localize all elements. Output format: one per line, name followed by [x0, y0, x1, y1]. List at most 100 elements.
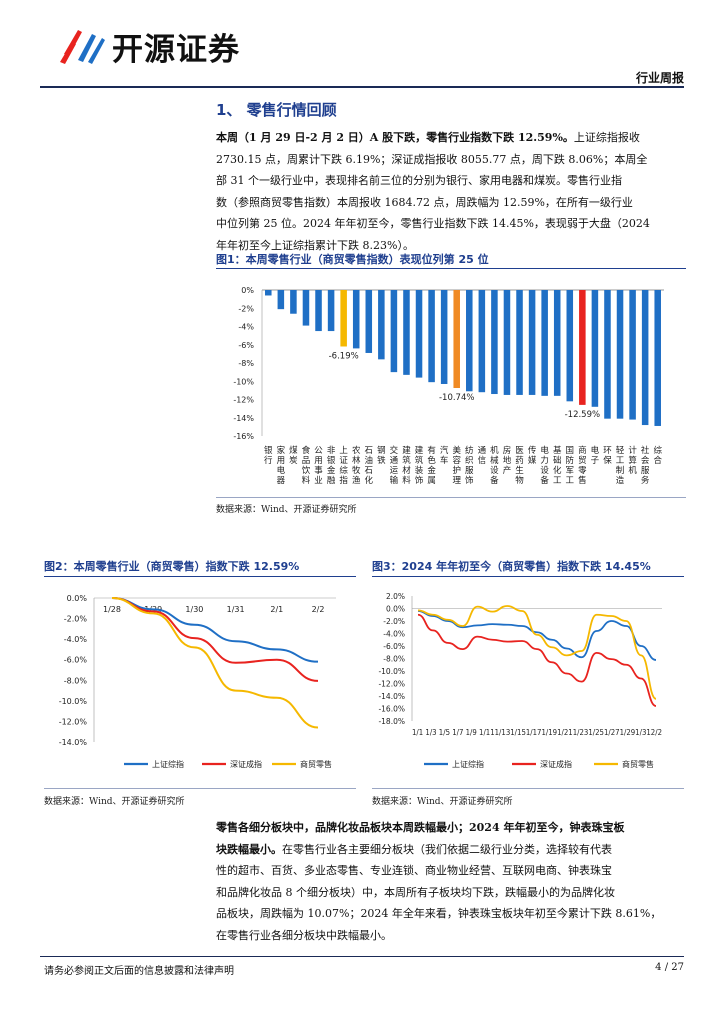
fig1-category-label: 食 [302, 445, 311, 456]
fig2-title: 图2：本周零售行业（商贸零售）指数下跌 12.59% [44, 560, 300, 573]
fig1-category-label: 环 [603, 446, 612, 456]
fig1-category-label: 属 [427, 476, 436, 486]
fig1-category-label: 通 [478, 445, 487, 456]
fig1-y-tick-label: -12% [233, 396, 254, 405]
footer-disclaimer: 请务必参阅正文后面的信息披露和法律声明 [44, 966, 234, 977]
fig1-category-label: 事 [314, 465, 323, 476]
fig1-category-label: 饰 [465, 475, 474, 486]
fig1-category-label: 防 [566, 455, 575, 466]
fig1-category-label: 保 [603, 455, 612, 466]
fig1-category-label: 械 [490, 455, 499, 466]
fig1-category-label: 色 [427, 455, 436, 466]
fig1-category-label: 化 [365, 475, 374, 486]
fig2-legend-label: 商贸零售 [300, 759, 332, 769]
fig3-y-tick-label: -12.0% [378, 680, 405, 689]
fig1-data-label: -12.59% [565, 410, 600, 420]
fig3-rule-bottom [372, 788, 684, 789]
fig1-category-label: 药 [515, 455, 524, 466]
fig1-y-tick-label: -4% [238, 323, 254, 332]
fig2-rule-bottom [44, 788, 356, 789]
fig1-bar [352, 290, 360, 349]
fig1-bar [516, 290, 523, 395]
fig1-category-label: 电 [591, 445, 600, 456]
para2-bold-line1: 零售各细分板块中，品牌化妆品板块本周跌幅最小；2024 年年初至今，钟表珠宝板 [216, 817, 686, 839]
fig1-bar [604, 290, 611, 419]
fig1-bar [478, 290, 486, 393]
fig3-rule-top [372, 576, 684, 577]
fig1-source: 数据来源：Wind、开源证券研究所 [216, 505, 357, 515]
fig3-y-tick-label: -10.0% [378, 667, 405, 676]
fig1-category-label: 理 [452, 476, 461, 486]
fig1-category-label: 算 [628, 455, 637, 466]
fig1-category-label: 用 [314, 456, 323, 466]
fig1-y-tick-label: -8% [238, 359, 254, 368]
fig1-data-label: -6.19% [329, 351, 359, 361]
para1-line: 中位列第 25 位。2024 年年初至今，零售行业指数下跌 14.45%，表现弱… [216, 217, 650, 230]
fig1-category-label: 银 [264, 445, 273, 456]
fig1-category-label: 服 [465, 466, 474, 476]
fig1-category-label: 备 [490, 475, 499, 486]
fig1-category-label: 础 [553, 455, 562, 466]
fig2-series-line [111, 597, 319, 663]
fig1-category-label: 证 [339, 456, 348, 466]
fig2-y-tick-label: -10.0% [59, 697, 88, 706]
fig1-y-tick-label: -10% [233, 377, 254, 386]
fig3-source: 数据来源：Wind、开源证券研究所 [372, 797, 513, 807]
fig1-bar [654, 290, 661, 426]
fig1-bar [340, 290, 347, 347]
fig2-line-chart: 0.0% -2.0% -4.0% -6.0% -8.0% -10.0% -12.0% -14.… [59, 594, 336, 769]
fig2-y-tick-label: -14.0% [59, 738, 88, 747]
fig2-y-tick-label: -2.0% [64, 615, 88, 624]
fig3-y-tick-label: -14.0% [378, 692, 405, 701]
fig1-category-label: 机 [490, 445, 499, 456]
fig1-category-label: 传 [528, 445, 537, 456]
fig1-category-label: 设 [490, 465, 499, 476]
fig1-category-label: 综 [653, 445, 662, 456]
fig2-rule-top [44, 576, 356, 577]
fig1-bar [440, 290, 448, 384]
fig1-bar [302, 290, 310, 326]
fig1-category-label: 汽 [440, 445, 449, 456]
fig1-category-label: 材 [402, 465, 411, 476]
fig1-category-label: 务 [641, 475, 650, 486]
fig1-category-label: 饰 [415, 475, 424, 486]
fig1-category-label: 建 [402, 445, 411, 456]
fig1-category-label: 业 [314, 475, 323, 486]
fig1-category-label: 料 [402, 475, 411, 486]
fig1-category-label: 筑 [415, 455, 424, 466]
fig1-category-label: 非 [327, 445, 336, 456]
para2-bold-text: 块跌幅最小。 [216, 842, 282, 856]
fig1-y-tick-label: -2% [238, 304, 254, 313]
fig1-category-label: 家 [277, 445, 286, 456]
fig3-y-tick-label: -4.0% [383, 630, 405, 639]
fig1-bar [403, 290, 410, 375]
fig3-y-tick-label: -6.0% [383, 642, 405, 651]
fig1-category-label: 铁 [377, 455, 386, 466]
fig1-category-label: 器 [277, 476, 286, 486]
fig1-category-label: 备 [540, 475, 549, 486]
fig1-category-label: 筑 [402, 455, 411, 466]
fig2-legend-label: 上证综指 [152, 759, 184, 769]
fig1-category-label: 林 [352, 455, 361, 466]
fig2-y-tick-label: 0.0% [67, 594, 88, 603]
fig2-legend-label: 深证成指 [230, 759, 262, 769]
fig1-category-label: 织 [465, 455, 474, 466]
logo: 开源证券 [58, 22, 273, 68]
fig1-category-label: 综 [339, 465, 348, 476]
para2-line: 在零售行业各细分板块中跌幅最小。 [216, 928, 392, 942]
fig1-category-label: 子 [591, 456, 600, 466]
fig3-series-line [417, 610, 657, 661]
fig2-x-tick-label: 1/28 [103, 605, 121, 614]
fig1-category-label: 化 [553, 465, 562, 476]
fig1-bar [390, 290, 398, 373]
fig1-bar [641, 290, 649, 426]
fig1-bar [453, 290, 460, 389]
fig1-category-label: 轻 [616, 445, 625, 456]
footer-rule [40, 956, 684, 957]
header-rule [40, 86, 684, 88]
section-title: 1、 零售行情回顾 [216, 101, 337, 119]
para1-bold-lead: 本周（1 月 29 日-2 月 2 日）A 股下跌，零售行业指数下跌 12.59… [216, 131, 574, 144]
fig1-category-label: 医 [515, 446, 524, 456]
fig1-category-label: 纺 [465, 445, 474, 456]
para2-line: 性的超市、百货、多业态零售、专业连锁、商业物业经营、互联网电商、钟表珠宝 [216, 864, 612, 877]
